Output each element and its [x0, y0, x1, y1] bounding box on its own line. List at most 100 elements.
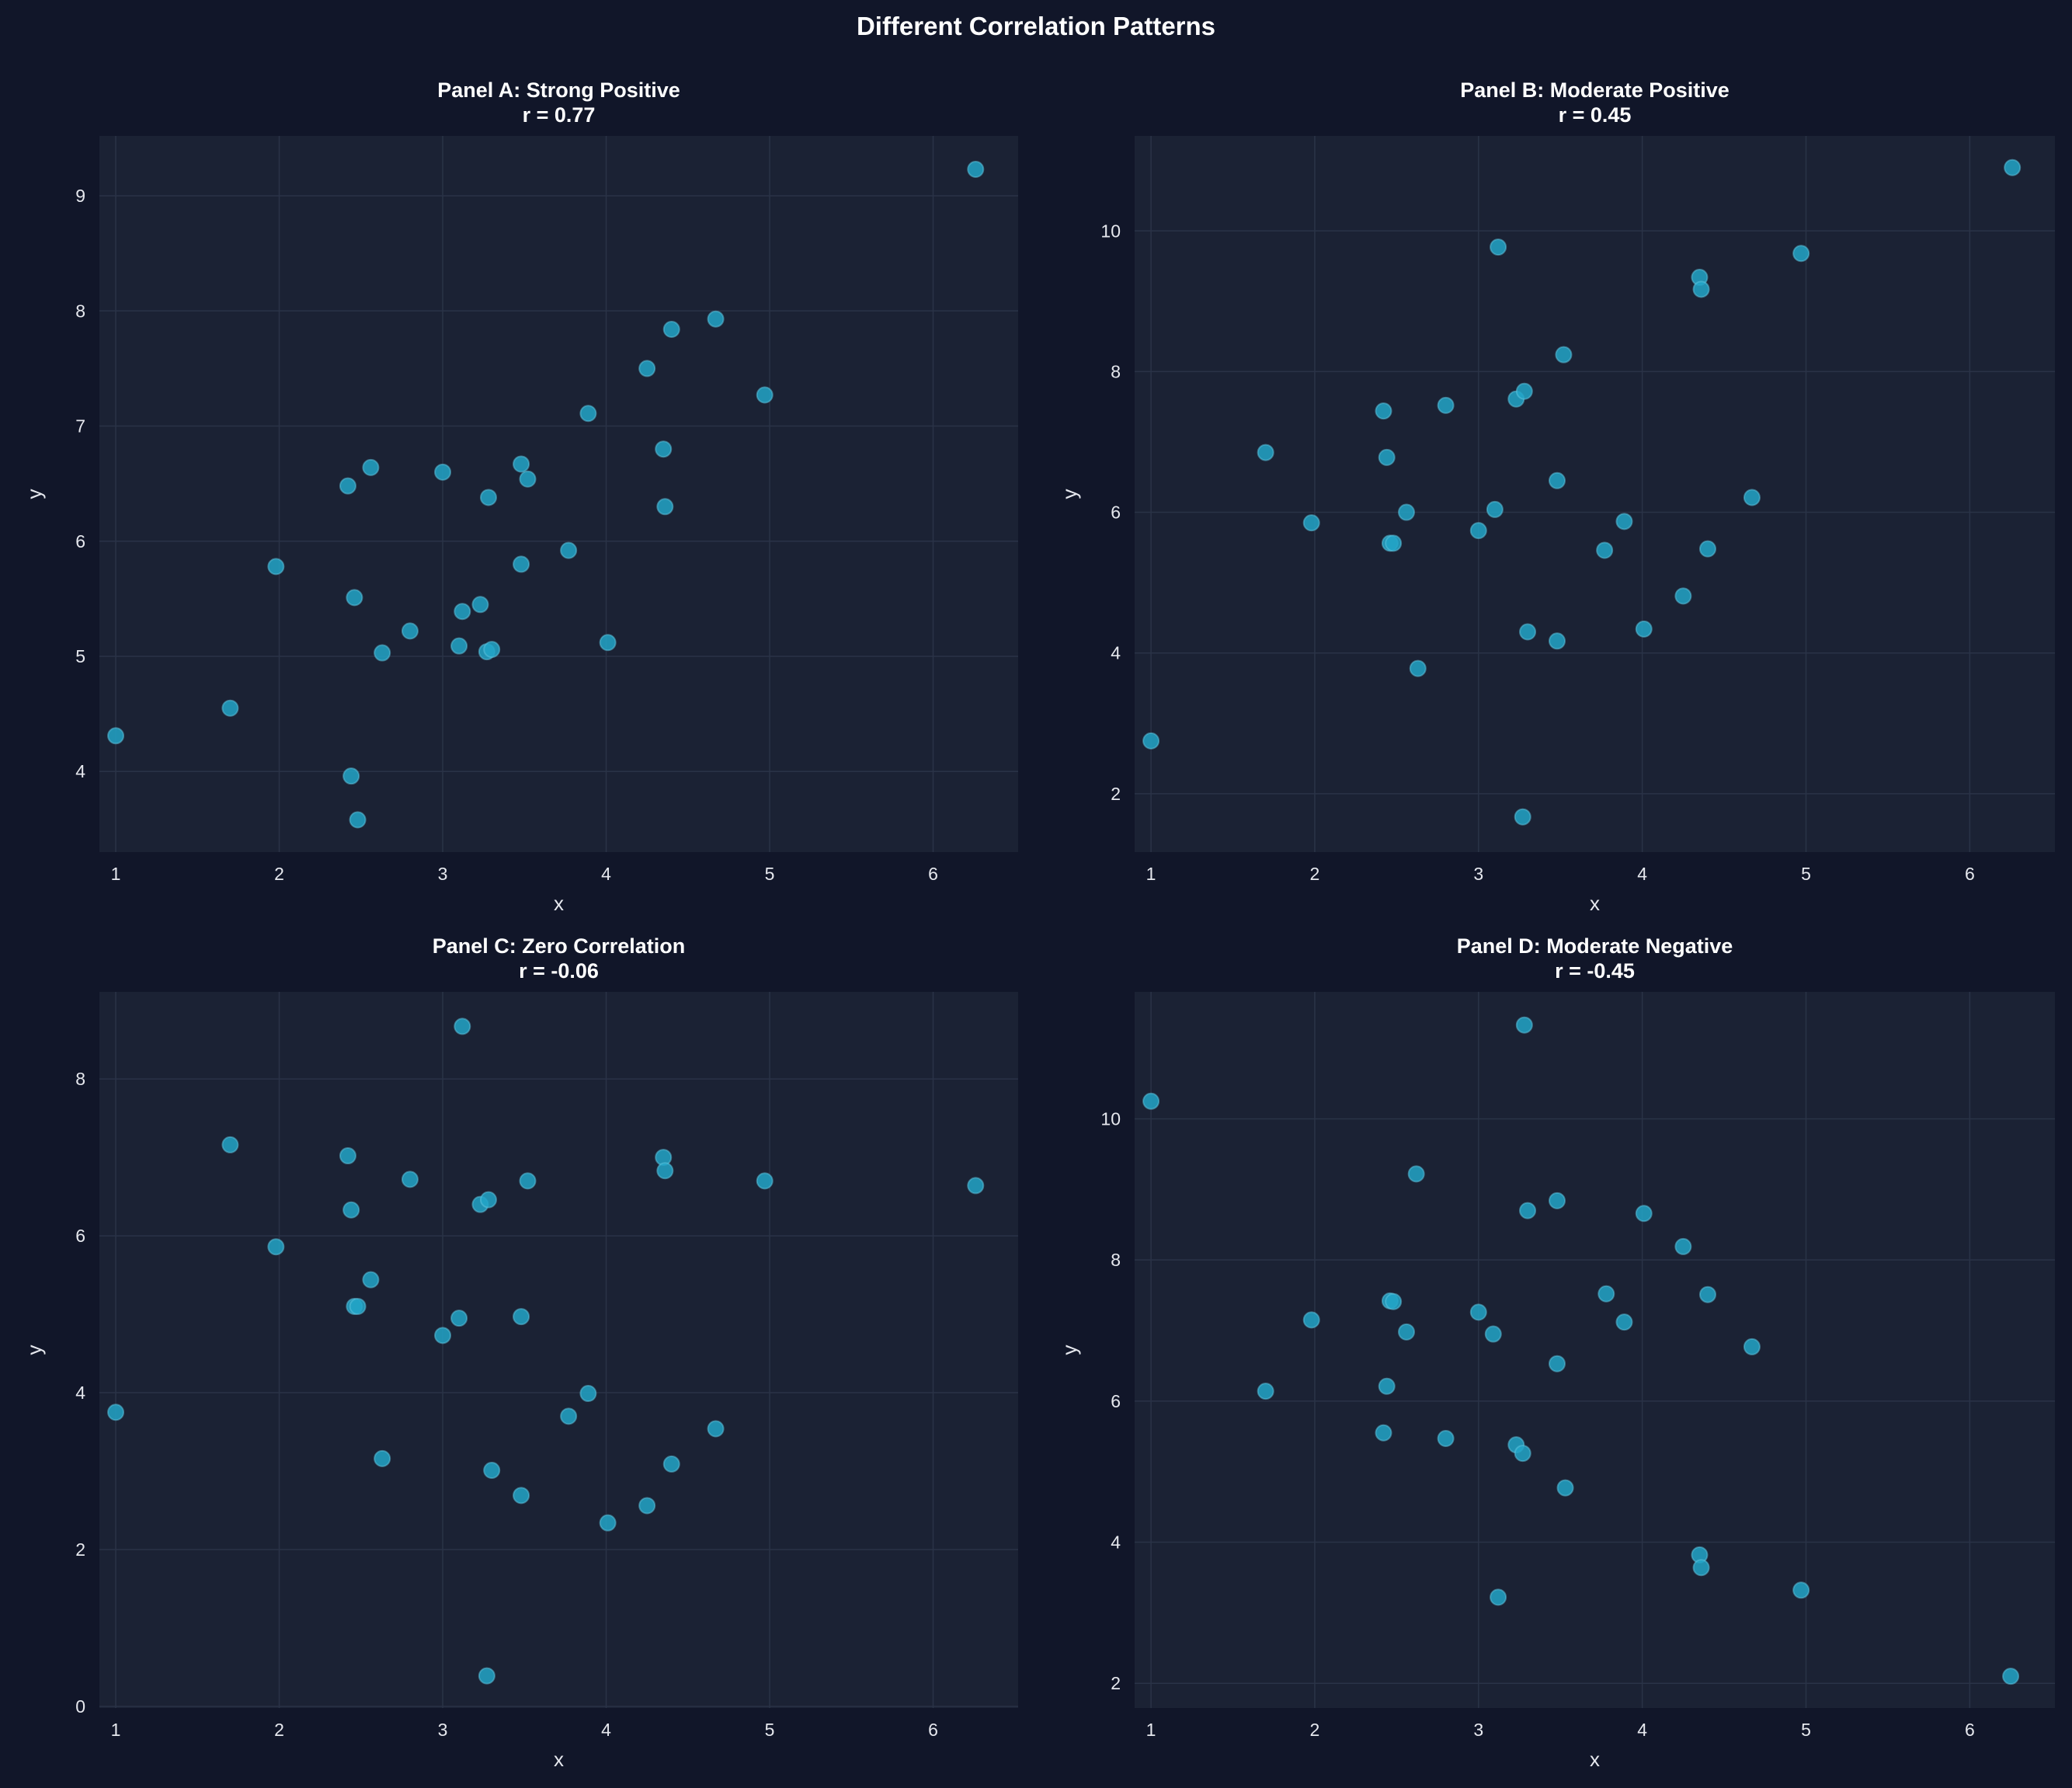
data-point [1555, 346, 1573, 364]
data-point [1615, 513, 1633, 530]
data-point [107, 1404, 125, 1421]
data-point [1142, 1092, 1160, 1110]
data-point [479, 489, 497, 506]
data-point [339, 1147, 356, 1165]
panel-title: Panel A: Strong Positive [437, 78, 680, 102]
data-point [2002, 1668, 2020, 1685]
data-point [1635, 1205, 1653, 1223]
y-tick-label: 10 [1100, 221, 1121, 241]
data-point [107, 727, 125, 745]
data-point [471, 596, 489, 614]
data-point [1514, 808, 1531, 826]
data-point [1743, 489, 1761, 506]
data-point [267, 558, 285, 576]
data-point [1597, 1285, 1615, 1303]
y-tick-label: 8 [1111, 1250, 1121, 1270]
data-point [2004, 158, 2022, 176]
data-point [1792, 1581, 1810, 1599]
data-point [221, 1136, 239, 1153]
data-point [1490, 238, 1507, 256]
panel-title: Panel C: Zero Correlation [433, 934, 686, 958]
x-tick-label: 1 [1146, 864, 1156, 884]
data-point [1549, 471, 1566, 489]
data-point [638, 360, 656, 377]
data-point [662, 321, 680, 339]
data-point [599, 1514, 617, 1532]
x-tick-label: 5 [765, 864, 775, 884]
panel-correlation: r = -0.45 [1555, 959, 1635, 983]
panel-correlation: r = 0.45 [1559, 103, 1632, 127]
data-point [342, 767, 360, 785]
data-point [374, 1449, 391, 1467]
data-point [1743, 1338, 1761, 1355]
x-tick-label: 5 [765, 1720, 775, 1740]
data-point [1519, 1202, 1537, 1219]
data-point [519, 470, 537, 488]
data-point [221, 699, 239, 717]
y-tick-label: 6 [75, 1226, 85, 1246]
y-axis-label: y [1058, 1345, 1081, 1355]
data-point [1549, 1355, 1566, 1372]
y-tick-label: 2 [1111, 784, 1121, 804]
y-axis-label: y [23, 1345, 46, 1355]
data-point [1302, 1311, 1320, 1329]
data-point [401, 622, 419, 640]
data-point [967, 1177, 985, 1195]
data-point [1398, 503, 1416, 521]
data-point [434, 463, 452, 481]
data-point [349, 1297, 367, 1315]
y-tick-label: 6 [1111, 503, 1121, 523]
data-point [1469, 1303, 1487, 1321]
data-point [707, 1420, 725, 1438]
data-point [1385, 534, 1403, 552]
y-axis-label: y [1058, 489, 1081, 499]
data-point [1484, 1325, 1502, 1343]
data-point [1549, 1191, 1566, 1209]
data-point [1549, 632, 1566, 650]
data-point [483, 1462, 501, 1480]
data-point [267, 1238, 285, 1256]
plot-area [99, 992, 1018, 1708]
data-point [1375, 402, 1392, 420]
data-point [1556, 1479, 1574, 1497]
x-axis-label: x [554, 892, 564, 915]
data-point [579, 405, 597, 423]
plot-area [1135, 992, 2055, 1708]
data-point [1674, 587, 1692, 605]
panel-title: Panel B: Moderate Positive [1460, 78, 1730, 102]
x-tick-label: 5 [1801, 864, 1811, 884]
x-tick-label: 6 [1965, 864, 1975, 884]
y-tick-label: 8 [75, 1069, 85, 1089]
x-tick-label: 4 [601, 864, 611, 884]
data-point [1514, 1445, 1531, 1463]
x-tick-label: 4 [601, 1720, 611, 1740]
data-point [478, 1667, 495, 1685]
y-tick-label: 0 [75, 1696, 85, 1717]
panel-title: Panel D: Moderate Negative [1457, 934, 1733, 958]
data-point [1635, 620, 1653, 638]
data-point [362, 458, 380, 476]
data-point [662, 1455, 680, 1473]
y-axis-label: y [23, 489, 46, 499]
data-point [1398, 1323, 1416, 1341]
data-point [1302, 514, 1320, 532]
y-tick-label: 10 [1100, 1109, 1121, 1129]
y-tick-label: 4 [1111, 643, 1121, 663]
data-point [1469, 522, 1487, 540]
data-point [1692, 280, 1710, 298]
data-point [519, 1172, 537, 1190]
data-point [513, 1308, 530, 1326]
figure-title: Different Correlation Patterns [857, 12, 1215, 40]
data-point [1692, 1559, 1710, 1577]
data-point [339, 477, 356, 495]
data-point [756, 1172, 774, 1190]
data-point [1375, 1424, 1392, 1442]
data-point [655, 440, 673, 458]
data-point [1407, 1165, 1425, 1183]
data-point [434, 1327, 452, 1344]
